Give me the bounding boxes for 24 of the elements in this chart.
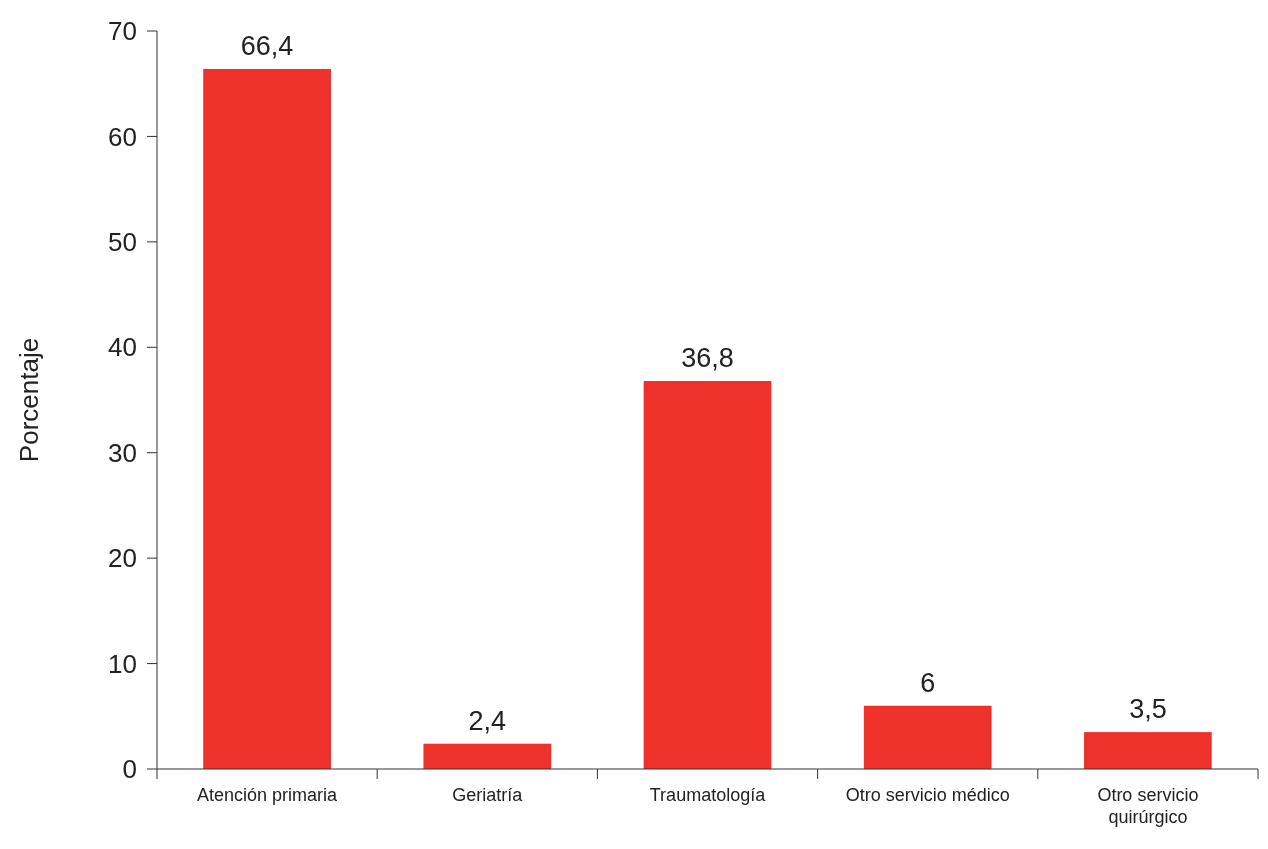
y-tick-label: 60 (108, 121, 137, 152)
x-tick-label: Otro servicio quirúrgico (1097, 785, 1199, 827)
data-label: 6 (920, 667, 936, 698)
data-label: 2,4 (468, 705, 507, 736)
y-tick-label: 70 (108, 16, 137, 47)
bar (643, 381, 772, 769)
data-label: 66,4 (240, 30, 294, 61)
bar (203, 68, 331, 769)
x-tick-label: Traumatología (649, 785, 767, 805)
bar (423, 743, 552, 769)
x-tick-label: Atención primaria (197, 785, 339, 805)
x-tick-label: Geriatría (452, 785, 524, 805)
bar (1084, 732, 1212, 769)
y-tick-label: 30 (108, 437, 137, 468)
y-tick-label: 0 (122, 754, 137, 785)
data-label: 36,8 (681, 343, 734, 374)
data-label: 3,5 (1129, 694, 1167, 725)
y-tick-label: 20 (108, 543, 137, 574)
x-tick-label: Otro servicio médico (845, 785, 1010, 805)
y-tick-label: 40 (108, 332, 137, 363)
bar (863, 705, 992, 769)
y-axis-title: Porcentaje (14, 337, 44, 463)
y-tick-label: 10 (108, 648, 137, 679)
y-tick-label: 50 (108, 226, 137, 257)
